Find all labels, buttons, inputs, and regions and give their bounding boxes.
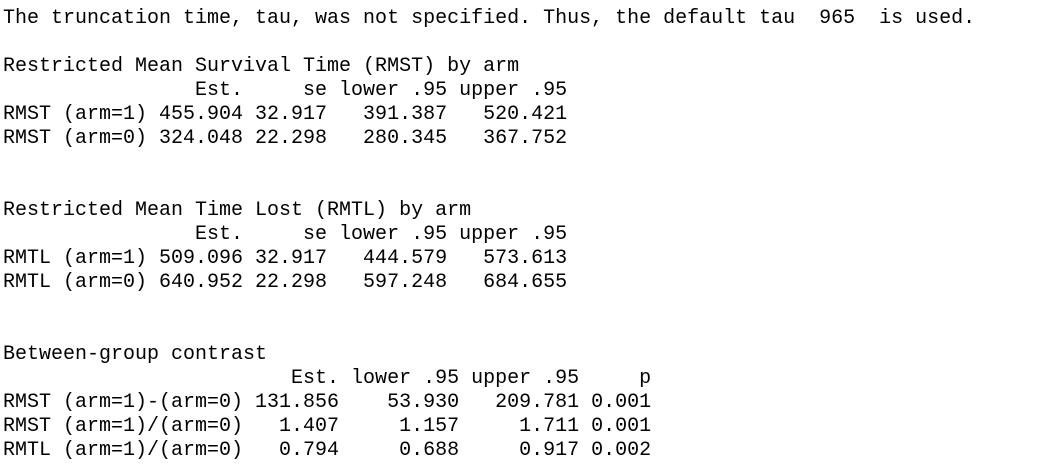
section-title: Restricted Mean Time Lost (RMTL) by arm [3,199,472,222]
result-row: RMTL (arm=0) 640.952 22.298 597.248 684.… [3,271,568,294]
result-row: RMST (arm=1)/(arm=0) 1.407 1.157 1.711 0… [3,415,652,438]
section-title: Restricted Mean Survival Time (RMST) by … [3,55,520,78]
result-row: RMTL (arm=1)/(arm=0) 0.794 0.688 0.917 0… [3,439,652,462]
result-row: RMST (arm=0) 324.048 22.298 280.345 367.… [3,127,568,150]
result-row: RMST (arm=1)-(arm=0) 131.856 53.930 209.… [3,391,652,414]
tau-note: The truncation time, tau, was not specif… [3,7,976,30]
column-header: Est. lower .95 upper .95 p [3,367,652,390]
section-title: Between-group contrast [3,343,268,366]
column-header: Est. se lower .95 upper .95 [3,79,568,102]
result-row: RMST (arm=1) 455.904 32.917 391.387 520.… [3,103,568,126]
result-row: RMTL (arm=1) 509.096 32.917 444.579 573.… [3,247,568,270]
column-header: Est. se lower .95 upper .95 [3,223,568,246]
